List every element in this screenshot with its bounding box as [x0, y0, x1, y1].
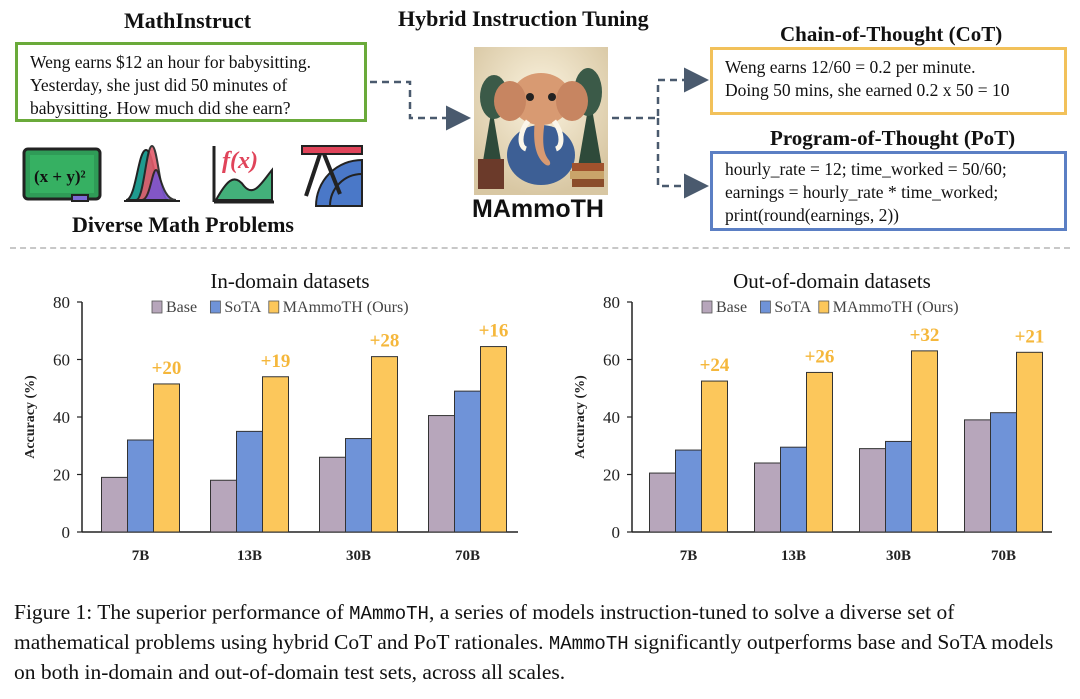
- in-domain-bar-mammoth-30b: [371, 356, 398, 533]
- section-divider: [10, 247, 1070, 249]
- in-domain-bar-mammoth-70b: [480, 346, 507, 533]
- pot-box: hourly_rate = 12; time_worked = 50/60; e…: [710, 151, 1067, 231]
- figure-caption: Figure 1: The superior performance of MA…: [14, 598, 1074, 686]
- fx-text: f(x): [222, 148, 258, 174]
- caption-lead: Figure 1: The superior performance of: [14, 600, 350, 624]
- out-domain-bar-sota-30b: [885, 440, 912, 533]
- distribution-icon: [122, 140, 182, 206]
- compass-protractor-icon: [296, 140, 364, 208]
- out-domain-legend-label-0: Base: [716, 299, 747, 316]
- out-domain-legend-label-1: SoTA: [774, 299, 811, 316]
- out-domain-bar-base-70b: [964, 419, 991, 533]
- model-name: MAmmoTH: [472, 195, 604, 223]
- out-domain-xtick-label: 13B: [781, 548, 806, 564]
- in-domain-delta-label-70b: +16: [479, 321, 509, 342]
- cot-line-1: Weng earns 12/60 = 0.2 per minute.: [725, 57, 976, 77]
- mathinstruct-example-box: Weng earns $12 an hour for babysitting. …: [15, 42, 367, 122]
- out-domain-legend-swatch-2: [818, 300, 830, 314]
- mathinstruct-title: MathInstruct: [124, 8, 252, 33]
- out-domain-bar-mammoth-7b: [701, 380, 728, 533]
- flow-arrows: [370, 67, 709, 199]
- out-domain-legend-label-2: MAmmoTH (Ours): [833, 299, 959, 316]
- out-domain-bar-sota-70b: [990, 412, 1017, 533]
- mammoth-illustration: [474, 47, 608, 195]
- caption-code-2: MAmmoTH: [548, 633, 629, 655]
- pot-line-2: earnings = hourly_rate * time_worked;: [725, 182, 999, 202]
- mathinstruct-example-text: Weng earns $12 an hour for babysitting. …: [30, 52, 311, 118]
- out-domain-bar-base-7b: [649, 472, 676, 533]
- in-domain-bar-mammoth-13b: [262, 376, 289, 533]
- in-domain-bar-sota-70b: [454, 390, 481, 533]
- cot-title: Chain-of-Thought (CoT): [780, 22, 1003, 46]
- out-domain-bar-mammoth-13b: [806, 371, 833, 533]
- in-domain-ylabel: Accuracy (%): [23, 375, 38, 459]
- out-domain-bar-mammoth-70b: [1016, 351, 1043, 533]
- in-domain-legend-swatch-0: [151, 300, 163, 314]
- pot-title: Program-of-Thought (PoT): [770, 126, 1016, 150]
- in-domain-legend-label-2: MAmmoTH (Ours): [283, 299, 409, 316]
- in-domain-bar-mammoth-7b: [153, 383, 180, 533]
- out-domain-legend-swatch-0: [701, 300, 713, 314]
- center-title: Hybrid Instruction Tuning: [398, 6, 649, 31]
- in-domain-xtick-label: 70B: [455, 548, 480, 564]
- out-domain-ytick-label: 80: [603, 293, 620, 312]
- out-domain-ytick-label: 20: [603, 466, 620, 485]
- out-domain-bar-base-13b: [754, 462, 781, 533]
- in-domain-legend-label-1: SoTA: [224, 299, 261, 316]
- in-domain-ytick-label: 0: [62, 523, 71, 542]
- charts-area: In-domain datasets 0 20 40 60 80 Accuracy (%) B…: [23, 269, 1052, 564]
- out-domain-delta-label-70b: +21: [1015, 326, 1045, 347]
- in-domain-bar-sota-13b: [236, 430, 263, 533]
- in-domain-legend-swatch-1: [209, 300, 221, 314]
- caption-tail: significantly outperforms base and SoTA …: [14, 630, 1054, 684]
- out-domain-xtick-label: 7B: [680, 548, 698, 564]
- in-domain-bar-base-7b: [101, 476, 128, 533]
- in-domain-bar-base-30b: [319, 456, 346, 533]
- out-domain-bar-sota-13b: [780, 446, 807, 533]
- in-domain-xtick-label: 13B: [237, 548, 262, 564]
- problems-label: Diverse Math Problems: [72, 212, 294, 237]
- in-domain-bar-sota-7b: [127, 439, 154, 533]
- pot-line-1: hourly_rate = 12; time_worked = 50/60;: [725, 159, 1007, 179]
- in-domain-ytick-label: 60: [53, 351, 70, 370]
- in-domain-delta-label-7b: +20: [152, 358, 182, 379]
- out-domain-chart-title: Out-of-domain datasets: [733, 269, 931, 293]
- cot-line-2: Doing 50 mins, she earned 0.2 x 50 = 10: [725, 80, 1010, 100]
- out-domain-delta-label-13b: +26: [805, 346, 835, 367]
- out-domain-delta-label-7b: +24: [700, 355, 730, 376]
- in-domain-bar-sota-30b: [345, 438, 372, 533]
- in-domain-ytick-label: 20: [53, 466, 70, 485]
- in-domain-chart-title: In-domain datasets: [210, 269, 369, 293]
- chalkboard-icon: (x + y)²: [22, 145, 102, 205]
- out-domain-bar-base-30b: [859, 448, 886, 533]
- out-domain-ytick-label: 40: [603, 408, 620, 427]
- cot-box: Weng earns 12/60 = 0.2 per minute. Doing…: [710, 47, 1067, 115]
- in-domain-xtick-label: 7B: [132, 548, 150, 564]
- in-domain-xtick-label: 30B: [346, 548, 371, 564]
- out-domain-bar-mammoth-30b: [911, 350, 938, 533]
- in-domain-bar-base-13b: [210, 479, 237, 533]
- in-domain-bar-base-70b: [428, 415, 455, 533]
- in-domain-delta-label-13b: +19: [261, 351, 291, 372]
- out-domain-ytick-label: 0: [612, 523, 621, 542]
- caption-mid: , a series of models instruction-tuned t…: [14, 600, 955, 654]
- out-domain-bar-sota-7b: [675, 449, 702, 533]
- in-domain-ytick-label: 80: [53, 293, 70, 312]
- in-domain-legend-swatch-2: [268, 300, 280, 314]
- pot-line-3: print(round(earnings, 2)): [725, 205, 899, 225]
- out-domain-ylabel: Accuracy (%): [573, 375, 588, 459]
- function-graph-icon: f(x): [208, 142, 276, 206]
- out-domain-delta-label-30b: +32: [910, 325, 940, 346]
- out-domain-xtick-label: 70B: [991, 548, 1016, 564]
- formula-text: (x + y)²: [34, 167, 86, 186]
- out-domain-xtick-label: 30B: [886, 548, 911, 564]
- in-domain-legend-label-0: Base: [166, 299, 197, 316]
- out-domain-legend-swatch-1: [760, 300, 771, 314]
- out-domain-ytick-label: 60: [603, 351, 620, 370]
- caption-code-1: MAmmoTH: [349, 603, 429, 625]
- in-domain-delta-label-30b: +28: [370, 331, 400, 352]
- in-domain-ytick-label: 40: [53, 408, 70, 427]
